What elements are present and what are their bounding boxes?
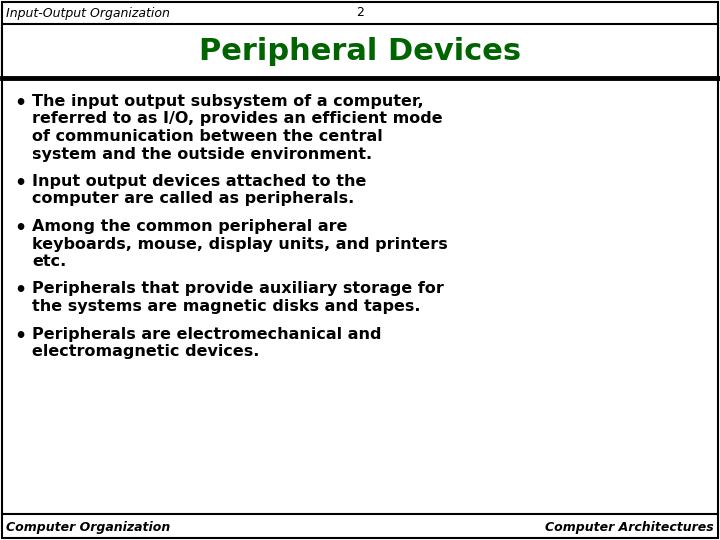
- Text: Peripherals that provide auxiliary storage for: Peripherals that provide auxiliary stora…: [32, 281, 444, 296]
- Text: Input-Output Organization: Input-Output Organization: [6, 6, 170, 19]
- Text: the systems are magnetic disks and tapes.: the systems are magnetic disks and tapes…: [32, 299, 420, 314]
- Text: referred to as I/O, provides an efficient mode: referred to as I/O, provides an efficien…: [32, 111, 443, 126]
- Text: keyboards, mouse, display units, and printers: keyboards, mouse, display units, and pri…: [32, 237, 448, 252]
- Text: Peripherals are electromechanical and: Peripherals are electromechanical and: [32, 327, 382, 341]
- Text: 2: 2: [356, 6, 364, 19]
- Text: •: •: [14, 219, 26, 238]
- Text: computer are called as peripherals.: computer are called as peripherals.: [32, 192, 354, 206]
- Text: •: •: [14, 281, 26, 300]
- Text: The input output subsystem of a computer,: The input output subsystem of a computer…: [32, 94, 423, 109]
- Text: •: •: [14, 174, 26, 193]
- Bar: [2, 24, 718, 78]
- Text: Computer Organization: Computer Organization: [6, 521, 170, 534]
- Text: •: •: [14, 327, 26, 346]
- Text: Input output devices attached to the: Input output devices attached to the: [32, 174, 366, 189]
- Text: Computer Architectures: Computer Architectures: [545, 521, 714, 534]
- Text: of communication between the central: of communication between the central: [32, 129, 383, 144]
- Text: Peripheral Devices: Peripheral Devices: [199, 37, 521, 65]
- Text: etc.: etc.: [32, 254, 66, 269]
- Text: system and the outside environment.: system and the outside environment.: [32, 146, 372, 161]
- Text: Among the common peripheral are: Among the common peripheral are: [32, 219, 348, 234]
- Text: •: •: [14, 94, 26, 113]
- Text: electromagnetic devices.: electromagnetic devices.: [32, 344, 259, 359]
